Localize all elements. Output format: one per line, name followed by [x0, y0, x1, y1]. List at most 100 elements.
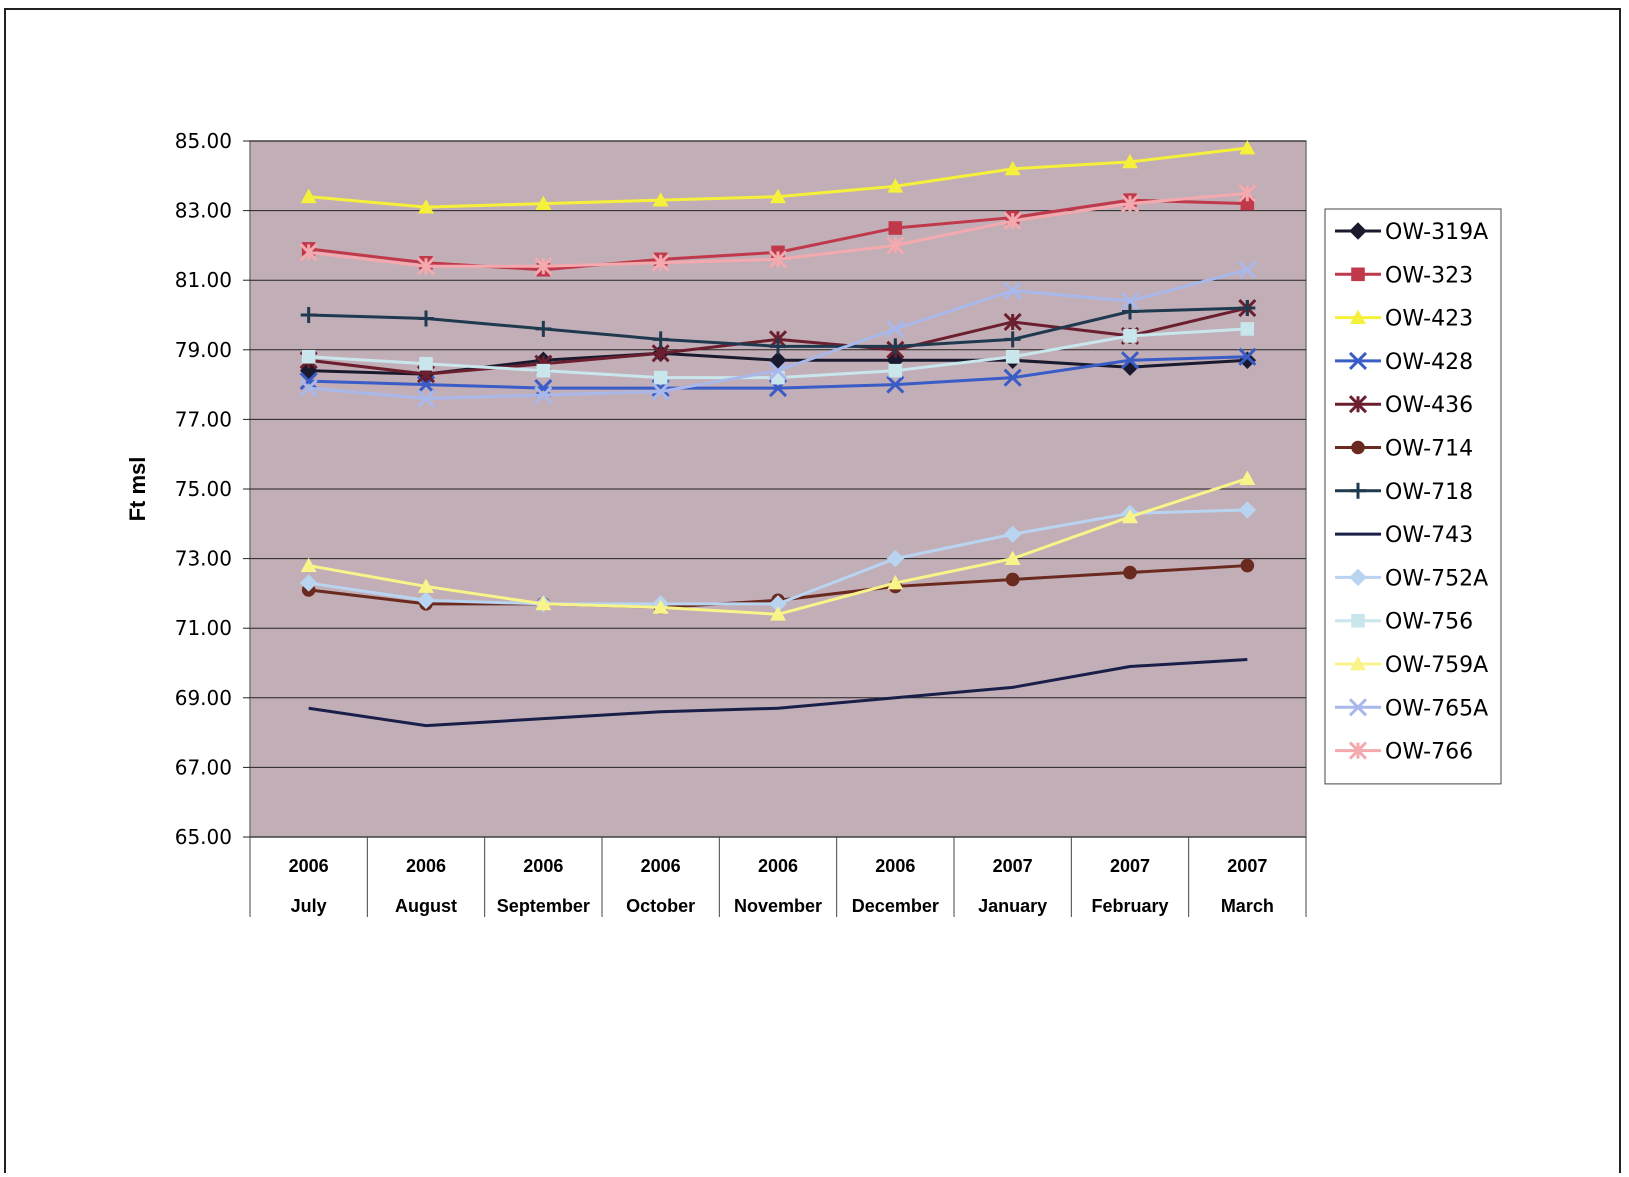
- page-frame: [4, 8, 1621, 1173]
- series-line-ow-743: [308, 658, 1248, 728]
- y-axis-label: Ft msl: [125, 457, 150, 522]
- x-category-month: October: [626, 896, 695, 916]
- x-category-year: 2006: [523, 856, 563, 876]
- data-point-ow-759a: [652, 599, 669, 614]
- x-category-year: 2006: [289, 856, 329, 876]
- data-point-ow-765a: [768, 361, 788, 380]
- data-point-ow-766: [768, 250, 788, 269]
- series-ow-766: [299, 184, 1257, 276]
- legend-item-ow-423: OW-423: [1335, 307, 1473, 332]
- y-tick-label: 79.00: [175, 338, 232, 362]
- legend-label: OW-718: [1385, 480, 1473, 505]
- legend-item-ow-718: OW-718: [1335, 480, 1473, 505]
- legend-label: OW-323: [1385, 263, 1473, 288]
- data-point-ow-714: [1123, 565, 1137, 580]
- data-point-ow-718: [418, 310, 434, 327]
- x-axis: 2006 July 2006 August 2006 September 2006 Octob…: [249, 837, 1307, 917]
- legend-label: OW-759A: [1385, 653, 1488, 678]
- data-point-ow-765a: [1003, 281, 1022, 300]
- data-point-ow-423: [535, 195, 552, 211]
- legend-item-ow-759a: OW-759A: [1335, 653, 1488, 678]
- data-point-ow-423: [887, 178, 904, 193]
- x-category-year: 2006: [758, 856, 798, 876]
- legend-label: OW-428: [1385, 350, 1473, 375]
- data-point-ow-756: [1123, 329, 1137, 343]
- x-category-year: 2007: [1110, 856, 1150, 876]
- x-category-month: March: [1221, 896, 1274, 916]
- data-point-ow-766: [886, 236, 905, 255]
- data-point-ow-428: [1120, 351, 1140, 370]
- data-point-ow-319a: [299, 361, 318, 380]
- legend-label: OW-423: [1385, 307, 1473, 332]
- data-point-ow-765a: [1238, 260, 1257, 279]
- data-point-ow-718: [887, 338, 904, 355]
- y-tick-label: 73.00: [175, 547, 232, 571]
- legend-item-ow-752a: OW-752A: [1335, 566, 1488, 591]
- data-point-ow-759a: [418, 578, 434, 593]
- data-point-ow-718: [652, 331, 669, 348]
- legend-item-ow-765a: OW-765A: [1335, 696, 1488, 721]
- y-tick-label: 65.00: [175, 825, 232, 849]
- y-tick-label: 83.00: [175, 199, 232, 223]
- x-category-month: August: [395, 896, 457, 916]
- data-point-ow-436: [651, 344, 670, 363]
- data-point-ow-714: [1240, 558, 1255, 573]
- data-point-ow-766: [1120, 194, 1140, 213]
- series-ow-423: [300, 139, 1256, 214]
- data-point-ow-718: [1239, 300, 1256, 317]
- data-point-ow-428: [299, 372, 318, 391]
- data-point-ow-759a: [887, 574, 904, 590]
- series-layer: [299, 139, 1257, 728]
- legend-marker: [1349, 222, 1367, 240]
- data-point-ow-756: [1240, 322, 1255, 336]
- data-point-ow-752a: [299, 574, 318, 592]
- legend-label: OW-752A: [1385, 566, 1488, 591]
- legend-marker: [1351, 440, 1365, 455]
- data-point-ow-759a: [770, 606, 786, 621]
- x-category-year: 2007: [993, 856, 1033, 876]
- data-point-ow-423: [300, 188, 317, 204]
- y-tick-label: 75.00: [175, 477, 232, 501]
- data-point-ow-718: [300, 307, 317, 323]
- x-category-month: November: [734, 896, 822, 916]
- y-tick-label: 77.00: [175, 407, 232, 431]
- x-category-month: December: [852, 896, 939, 916]
- x-category-year: 2007: [1227, 856, 1267, 876]
- data-point-ow-718: [770, 338, 786, 355]
- data-point-ow-423: [418, 199, 434, 214]
- data-point-ow-756: [1005, 349, 1020, 364]
- x-category-year: 2006: [875, 856, 915, 876]
- y-tick-label: 67.00: [175, 755, 232, 779]
- data-point-ow-759a: [1122, 508, 1138, 524]
- data-point-ow-759a: [1239, 470, 1256, 485]
- data-point-ow-759a: [300, 557, 317, 572]
- x-category-month: July: [291, 896, 327, 916]
- legend-label: OW-765A: [1385, 696, 1488, 721]
- legend-marker: [1350, 482, 1366, 499]
- data-point-ow-766: [534, 257, 553, 276]
- data-point-ow-718: [535, 320, 552, 337]
- data-point-ow-428: [1238, 347, 1257, 366]
- legend-marker: [1351, 613, 1365, 628]
- legend-marker: [1350, 656, 1366, 671]
- y-tick-label: 81.00: [175, 268, 232, 292]
- data-point-ow-323: [888, 221, 903, 235]
- data-point-ow-423: [1239, 139, 1256, 155]
- data-point-ow-718: [1004, 331, 1021, 348]
- legend-item-ow-756: OW-756: [1335, 610, 1473, 635]
- series-ow-428: [299, 347, 1257, 398]
- y-tick-label: 71.00: [175, 616, 232, 640]
- legend-item-ow-766: OW-766: [1335, 740, 1473, 765]
- data-point-ow-428: [886, 375, 905, 394]
- legend: OW-319A OW-323 OW-423 OW-428 OW-436 OW-714 OW-…: [1324, 208, 1502, 785]
- data-point-ow-765a: [651, 382, 670, 401]
- legend-item-ow-323: OW-323: [1335, 263, 1473, 288]
- legend-label: OW-319A: [1385, 220, 1488, 245]
- series-ow-765a: [299, 260, 1257, 408]
- legend-item-ow-319a: OW-319A: [1335, 220, 1488, 245]
- x-category-month: January: [978, 896, 1047, 916]
- data-point-ow-765a: [416, 389, 436, 408]
- legend-label: OW-766: [1385, 740, 1473, 765]
- legend-marker: [1348, 395, 1368, 414]
